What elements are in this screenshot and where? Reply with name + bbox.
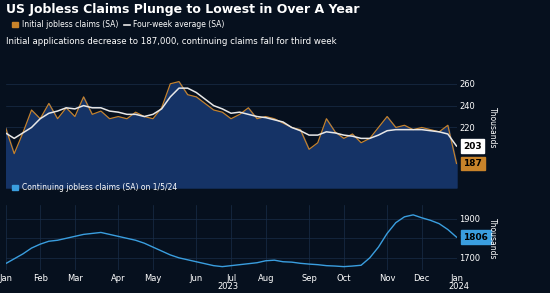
Text: Initial applications decrease to 187,000, continuing claims fall for third week: Initial applications decrease to 187,000… bbox=[6, 37, 336, 46]
Text: US Jobless Claims Plunge to Lowest in Over A Year: US Jobless Claims Plunge to Lowest in Ov… bbox=[6, 3, 359, 16]
Text: 2024: 2024 bbox=[449, 282, 470, 291]
Text: 203: 203 bbox=[464, 142, 482, 151]
Text: 1806: 1806 bbox=[464, 233, 488, 242]
Text: Thousands: Thousands bbox=[488, 107, 497, 148]
Text: Thousands: Thousands bbox=[488, 218, 497, 260]
Legend: Continuing jobless claims (SA) on 1/5/24: Continuing jobless claims (SA) on 1/5/24 bbox=[9, 180, 180, 195]
Text: 2023: 2023 bbox=[218, 282, 239, 291]
Text: 187: 187 bbox=[464, 159, 482, 168]
Legend: Initial jobless claims (SA), Four-week average (SA): Initial jobless claims (SA), Four-week a… bbox=[9, 17, 228, 32]
